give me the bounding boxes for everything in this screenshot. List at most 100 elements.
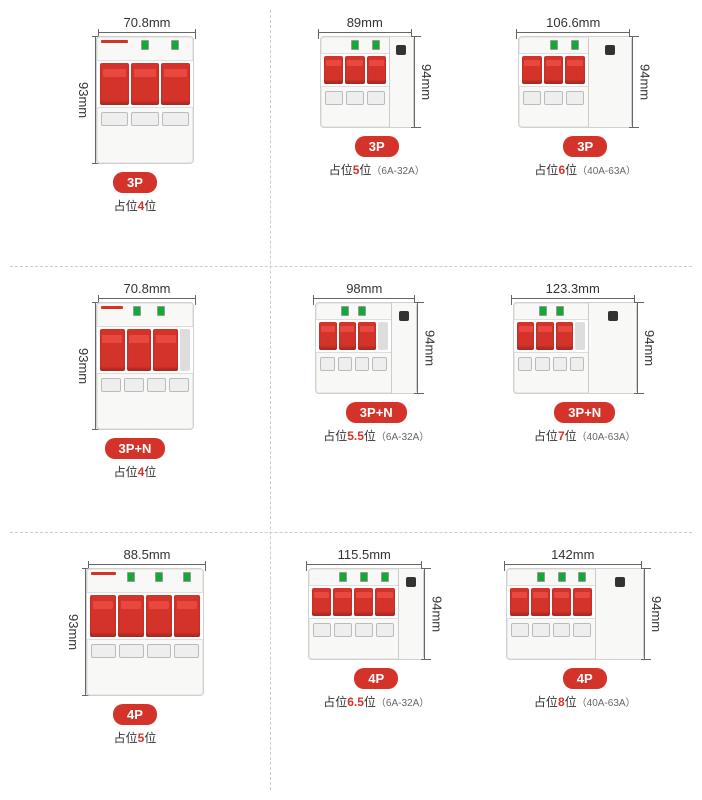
breaker-switch (161, 63, 190, 105)
breaker-switch (531, 588, 550, 616)
width-dimension: 70.8mm (98, 15, 196, 30)
divider-horizontal (10, 532, 692, 533)
product-unit: 98mm 94mm 3P+N 占位5.5位（6A-32A） (313, 281, 439, 444)
breaker-switch (324, 56, 343, 84)
breaker-switch (556, 322, 574, 350)
breaker-switch (358, 322, 375, 350)
breaker-switch (127, 329, 152, 371)
slot-description: 占位5.5位（6A-32A） (323, 427, 429, 444)
cell-right: 89mm 94mm 3P 占位5位（6A-32A） 106.6mm 94mm 3P 占位6位（… (270, 0, 702, 266)
height-dimension: 94mm (429, 596, 444, 632)
circuit-breaker (96, 302, 194, 430)
circuit-breaker (506, 568, 644, 660)
breaker-switch (118, 595, 144, 637)
height-dimension: 94mm (422, 330, 437, 366)
circuit-breaker (96, 36, 194, 164)
test-button-icon (406, 577, 416, 587)
width-dimension: 115.5mm (306, 547, 422, 562)
cell-left: 70.8mm93mm3P占位4位 (0, 0, 270, 266)
breaker-switch (517, 322, 535, 350)
slot-description: 占位5位（6A-32A） (329, 161, 425, 178)
slot-description: 占位5位 (114, 729, 157, 746)
breaker-switch (345, 56, 364, 84)
product-unit: 89mm 94mm 3P 占位5位（6A-32A） (318, 15, 436, 178)
test-button-icon (615, 577, 625, 587)
circuit-breaker (518, 36, 632, 128)
height-dimension: 93mm (76, 82, 91, 118)
width-dimension: 89mm (318, 15, 412, 30)
slot-description: 占位6.5位（6A-32A） (323, 693, 429, 710)
pole-badge: 3P+N (554, 402, 615, 423)
breaker-switch (333, 588, 352, 616)
breaker-switch (354, 588, 373, 616)
test-button-icon (396, 45, 406, 55)
pole-badge: 4P (113, 704, 157, 725)
pole-badge: 3P (113, 172, 157, 193)
slot-description: 占位6位（40A-63A） (534, 161, 636, 178)
product-unit: 123.3mm 94mm 3P+N 占位7位（40A-63A） (511, 281, 659, 444)
divider-vertical (270, 10, 271, 790)
height-dimension: 94mm (649, 596, 664, 632)
height-dimension: 94mm (642, 330, 657, 366)
width-dimension: 70.8mm (98, 281, 196, 296)
rcd-module (595, 569, 642, 659)
breaker-switch (131, 63, 160, 105)
pole-badge: 3P (563, 136, 607, 157)
slot-description: 占位7位（40A-63A） (534, 427, 636, 444)
breaker-switch (312, 588, 331, 616)
breaker-switch (90, 595, 116, 637)
divider-horizontal (10, 266, 692, 267)
product-unit: 115.5mm 94mm 4P 占位6.5位（6A-32A） (306, 547, 446, 710)
circuit-breaker (513, 302, 637, 394)
width-dimension: 106.6mm (516, 15, 630, 30)
cell-left: 88.5mm93mm4P占位5位 (0, 532, 270, 798)
breaker-switch (552, 588, 571, 616)
breaker-switch (510, 588, 529, 616)
product-unit: 70.8mm 93mm 3P+N 占位4位 (74, 281, 196, 480)
rcd-module (389, 37, 413, 127)
pole-badge: 3P+N (346, 402, 407, 423)
pole-badge: 4P (354, 668, 398, 689)
rcd-module (588, 303, 635, 393)
rcd-module (391, 303, 417, 393)
width-dimension: 98mm (313, 281, 415, 296)
width-dimension: 142mm (504, 547, 642, 562)
breaker-switch (146, 595, 172, 637)
breaker-switch (319, 322, 336, 350)
product-unit: 70.8mm93mm3P占位4位 (74, 15, 196, 214)
test-button-icon (399, 311, 409, 321)
circuit-breaker (86, 568, 204, 696)
breaker-switch (339, 322, 356, 350)
pole-badge: 3P+N (105, 438, 166, 459)
height-dimension: 94mm (637, 64, 652, 100)
cell-right: 98mm 94mm 3P+N 占位5.5位（6A-32A） 123.3mm 94mm 3P+… (270, 266, 702, 532)
height-dimension: 94mm (419, 64, 434, 100)
breaker-switch (100, 329, 125, 371)
rcd-module (398, 569, 424, 659)
breaker-switch (565, 56, 585, 84)
product-unit: 88.5mm93mm4P占位5位 (64, 547, 206, 746)
rcd-module (588, 37, 631, 127)
slot-description: 占位4位 (114, 463, 157, 480)
width-dimension: 123.3mm (511, 281, 635, 296)
breaker-switch (153, 329, 178, 371)
cell-left: 70.8mm 93mm 3P+N 占位4位 (0, 266, 270, 532)
height-dimension: 93mm (76, 348, 91, 384)
breaker-switch (367, 56, 386, 84)
pole-badge: 4P (563, 668, 607, 689)
pole-badge: 3P (355, 136, 399, 157)
breaker-switch (375, 588, 394, 616)
product-unit: 142mm 94mm 4P 占位8位（40A-63A） (504, 547, 666, 710)
test-button-icon (608, 311, 618, 321)
breaker-switch (544, 56, 564, 84)
slot-description: 占位8位（40A-63A） (534, 693, 636, 710)
width-dimension: 88.5mm (88, 547, 206, 562)
breaker-switch (100, 63, 129, 105)
circuit-breaker (320, 36, 414, 128)
breaker-switch (174, 595, 200, 637)
breaker-switch (522, 56, 542, 84)
product-unit: 106.6mm 94mm 3P 占位6位（40A-63A） (516, 15, 654, 178)
circuit-breaker (315, 302, 417, 394)
product-spec-grid: 70.8mm 93mm 3P 占位4位 89mm 94mm 3P 占位5位（6A-32A） 10… (0, 0, 702, 798)
breaker-switch (536, 322, 554, 350)
